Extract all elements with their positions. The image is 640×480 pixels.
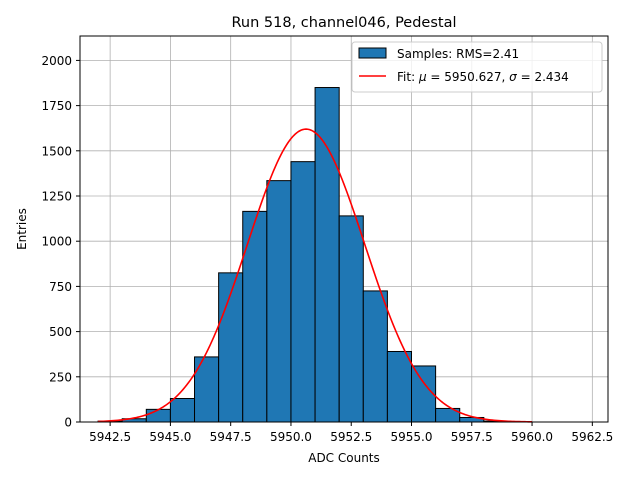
histogram-bar: [242, 210, 268, 423]
x-axis-label: ADC Counts: [308, 451, 380, 465]
y-tick-label: 500: [49, 325, 72, 339]
legend-fit-sigma-value: = 2.434: [517, 70, 569, 84]
legend-fit-mu-symbol: μ: [418, 70, 427, 84]
histogram-bar: [145, 408, 171, 423]
x-tick-label: 5962.5: [571, 430, 613, 444]
x-tick-label: 5942.5: [89, 430, 131, 444]
histogram-bar: [411, 365, 437, 423]
histogram-bar: [362, 290, 388, 423]
histogram-bar: [266, 180, 292, 423]
histogram-bar: [290, 161, 316, 423]
legend-fit-label-prefix: Fit:: [397, 70, 419, 84]
histogram-bar: [169, 397, 196, 423]
y-axis-ticks: 0 250 500 750 1000 1250 1500 1750 2000: [41, 54, 80, 430]
fit-curve: [98, 128, 533, 423]
legend-histogram-swatch: [358, 47, 387, 59]
legend: Samples: RMS=2.41 Fit: μ = 5950.627, σ =…: [351, 41, 603, 93]
y-tick-label: 750: [49, 280, 72, 294]
y-tick-label: 1000: [41, 235, 72, 249]
legend-histogram-label: Samples: RMS=2.41: [397, 47, 519, 61]
y-tick-label: 1500: [41, 144, 72, 158]
y-tick-label: 2000: [41, 54, 72, 68]
x-tick-label: 5960.0: [511, 430, 553, 444]
legend-fit-label: Fit: μ = 5950.627, σ = 2.434: [397, 70, 569, 84]
x-tick-label: 5957.5: [451, 430, 493, 444]
legend-frame: [351, 41, 603, 93]
histogram-bar: [338, 215, 364, 423]
chart-title: Run 518, channel046, Pedestal: [231, 15, 456, 31]
plot-frame: [79, 35, 609, 423]
histogram-bar: [386, 350, 413, 423]
x-axis-ticks: 5942.5 5945.0 5947.5 5950.0 5952.5 5955.0 5957…: [89, 422, 613, 444]
legend-fit-mu-value: = 5950.627,: [427, 70, 510, 84]
x-tick-label: 5950.0: [270, 430, 312, 444]
x-tick-label: 5947.5: [210, 430, 252, 444]
histogram-bar: [218, 272, 244, 423]
x-tick-label: 5952.5: [330, 430, 372, 444]
y-tick-label: 1250: [41, 190, 72, 204]
histogram-bar: [314, 87, 340, 423]
x-tick-label: 5945.0: [149, 430, 191, 444]
y-tick-label: 1750: [41, 99, 72, 113]
y-tick-label: 0: [64, 416, 72, 430]
legend-fit-sigma-symbol: σ: [509, 70, 517, 84]
y-tick-label: 250: [49, 370, 72, 384]
x-tick-label: 5955.0: [391, 430, 433, 444]
fit-curve-group: [98, 128, 533, 423]
histogram-bars: [97, 87, 509, 423]
y-axis-label: Entries: [15, 208, 29, 250]
